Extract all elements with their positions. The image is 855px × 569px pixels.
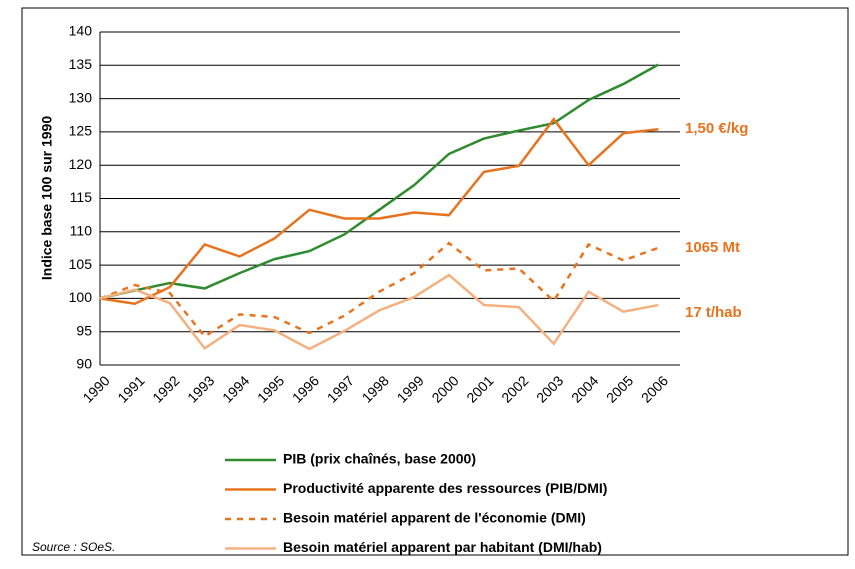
- chart-frame: [21, 7, 849, 556]
- y-tick-label: 135: [69, 56, 93, 72]
- y-tick-label: 105: [69, 256, 93, 272]
- source-note: Source : SOeS.: [32, 540, 115, 554]
- annotation: 1065 Mt: [685, 239, 740, 256]
- y-axis-label: Indice base 100 sur 1990: [39, 116, 55, 280]
- series-line: [99, 63, 660, 300]
- y-tick-label: 110: [70, 223, 93, 239]
- y-tick-label: 125: [69, 123, 93, 139]
- legend-label: Productivité apparente des ressources (P…: [283, 480, 607, 496]
- y-tick-label: 120: [69, 156, 93, 172]
- y-tick-label: 100: [69, 289, 93, 305]
- annotation: 17 t/hab: [685, 304, 742, 321]
- y-tick-label: 90: [76, 356, 92, 372]
- legend-label: PIB (prix chaînés, base 2000): [283, 451, 476, 467]
- y-tick-label: 115: [70, 189, 93, 205]
- series-line: [99, 273, 659, 351]
- y-tick-label: 95: [76, 322, 92, 338]
- y-tick-label: 130: [69, 89, 93, 105]
- annotation: 1,50 €/kg: [685, 120, 748, 137]
- legend-label: Besoin matériel apparent de l'économie (…: [283, 510, 586, 526]
- series-line: [99, 241, 659, 339]
- y-tick-label: 140: [69, 23, 93, 39]
- legend-label: Besoin matériel apparent par habitant (D…: [283, 539, 602, 555]
- series-line: [99, 117, 659, 306]
